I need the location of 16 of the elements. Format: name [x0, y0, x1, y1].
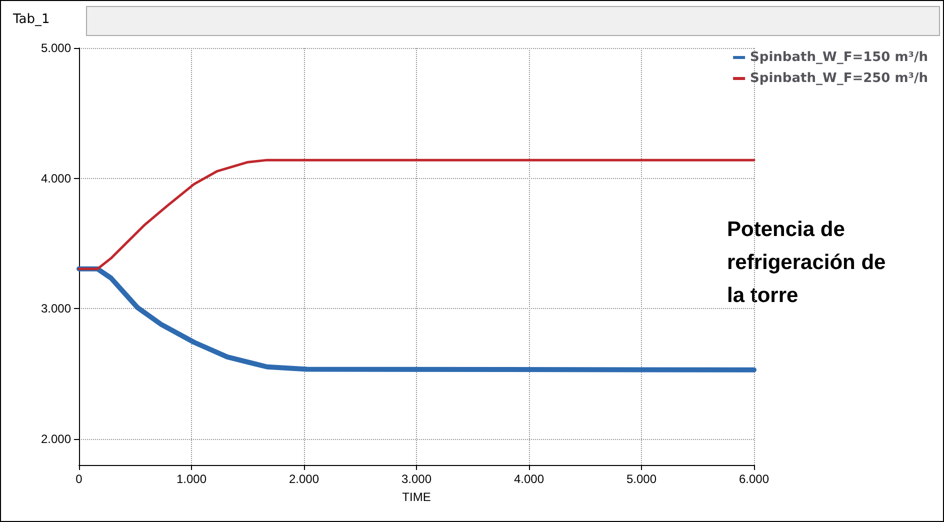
legend-label: Spinbath_W_F=250 m³/h	[750, 71, 928, 86]
x-tick-label: 3.000	[401, 472, 432, 486]
y-tick-label: 4.000	[40, 171, 72, 186]
annotation: Potencia de refrigeración de la torre	[727, 218, 892, 307]
y-tick-label: 5.000	[40, 41, 72, 55]
x-tick-label: 5.000	[626, 472, 657, 486]
x-tick-label: 1.000	[176, 472, 207, 486]
y-tick-label: 2.000	[40, 432, 72, 446]
legend-label: Spinbath_W_F=150 m³/h	[750, 50, 928, 65]
x-axis-title: TIME	[402, 490, 431, 504]
x-tick-label: 2.000	[288, 472, 320, 486]
y-tick-label: 3.000	[40, 302, 72, 316]
x-tick-label: 6.000	[738, 472, 770, 486]
text: Tab_1	[12, 12, 50, 27]
x-tick-label: 0	[76, 472, 83, 486]
x-tick-label: 4.000	[514, 472, 544, 486]
